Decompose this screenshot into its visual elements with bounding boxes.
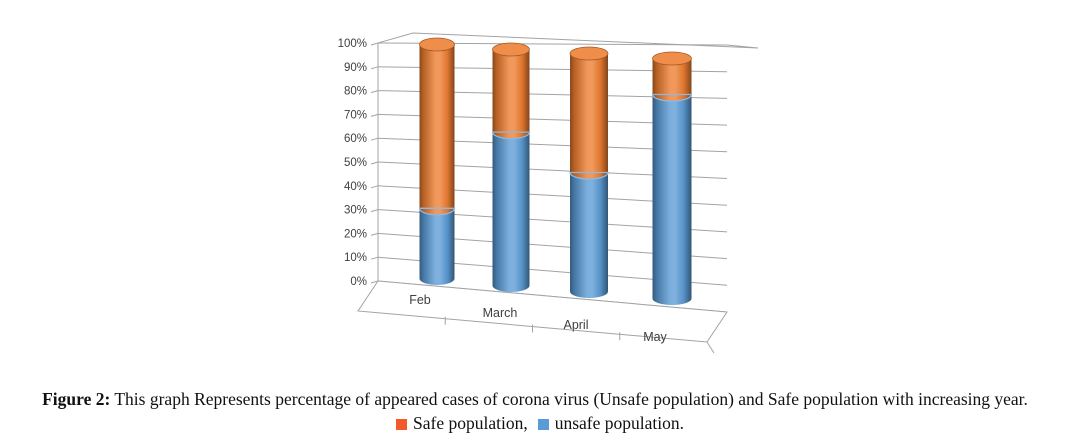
y-axis-label: 70% bbox=[344, 109, 367, 121]
cylinder-bottom bbox=[419, 278, 455, 286]
cylinder-bottom bbox=[492, 285, 530, 293]
figure-caption-text: This graph Represents percentage of appe… bbox=[110, 389, 1028, 409]
cylinder-cap bbox=[652, 51, 692, 66]
category-label: April bbox=[563, 318, 588, 332]
y-axis-label: 80% bbox=[344, 86, 367, 98]
wall-top-edge bbox=[377, 32, 759, 49]
segment-unsafe bbox=[570, 172, 608, 292]
y-axis-tick bbox=[370, 42, 379, 46]
y-axis-tick bbox=[370, 232, 379, 236]
segment-boundary bbox=[569, 171, 609, 180]
y-axis-label: 20% bbox=[344, 228, 367, 240]
y-axis-tick bbox=[370, 66, 379, 70]
segment-safe bbox=[570, 53, 608, 173]
segment-safe bbox=[492, 49, 530, 133]
chart-floor bbox=[357, 280, 728, 354]
category-label: May bbox=[643, 330, 667, 344]
y-axis-label: 10% bbox=[344, 252, 367, 264]
segment-unsafe bbox=[652, 94, 692, 299]
y-axis-tick bbox=[370, 137, 379, 141]
figure-caption-label: Figure 2: bbox=[42, 389, 111, 409]
back-wall: 100% 90% 80% 70% 60% 50% 40% 30% 20% 10% 0% bbox=[338, 32, 759, 313]
segment-boundary bbox=[651, 93, 693, 102]
y-axis-tick bbox=[370, 113, 379, 117]
category-label: March bbox=[483, 306, 518, 320]
segment-boundary bbox=[491, 131, 531, 140]
segment-unsafe bbox=[492, 132, 530, 286]
legend-label-unsafe: unsafe population. bbox=[554, 413, 684, 433]
y-axis-tick bbox=[370, 185, 379, 189]
cylinder-bottom bbox=[570, 291, 608, 299]
figure-caption: Figure 2: This graph Represents percenta… bbox=[0, 389, 1070, 410]
cylinder-bottom bbox=[652, 298, 692, 306]
y-axis-tick bbox=[370, 90, 379, 94]
bar-feb bbox=[418, 37, 456, 286]
legend-swatch-unsafe bbox=[537, 419, 549, 430]
cylinder-cap bbox=[569, 46, 609, 61]
y-axis-label: 90% bbox=[344, 62, 367, 74]
y-axis-tick bbox=[370, 161, 379, 165]
bar-may bbox=[651, 51, 693, 306]
segment-safe bbox=[419, 44, 455, 209]
y-axis-tick bbox=[370, 256, 379, 260]
y-axis-tick bbox=[370, 209, 379, 213]
segment-boundary bbox=[418, 207, 456, 216]
legend-swatch-safe bbox=[396, 419, 407, 430]
bar-april bbox=[569, 46, 609, 299]
bar-march bbox=[491, 42, 531, 293]
category-label: Feb bbox=[409, 293, 431, 307]
segment-unsafe bbox=[419, 208, 455, 279]
cylinder-cap bbox=[492, 42, 530, 57]
legend-label-safe: Safe population, bbox=[413, 413, 528, 433]
cylinder-cap bbox=[419, 37, 455, 52]
legend: Safe population, unsafe population. bbox=[0, 413, 1070, 434]
y-axis-tick bbox=[370, 280, 379, 284]
x-axis-end-tick bbox=[706, 341, 715, 354]
y-axis-label: 0% bbox=[350, 276, 367, 288]
y-axis-label: 60% bbox=[344, 133, 367, 145]
y-axis-label: 100% bbox=[338, 38, 367, 50]
y-axis-label: 50% bbox=[344, 157, 367, 169]
y-axis-label: 30% bbox=[344, 205, 367, 217]
y-axis-label: 40% bbox=[344, 181, 367, 193]
